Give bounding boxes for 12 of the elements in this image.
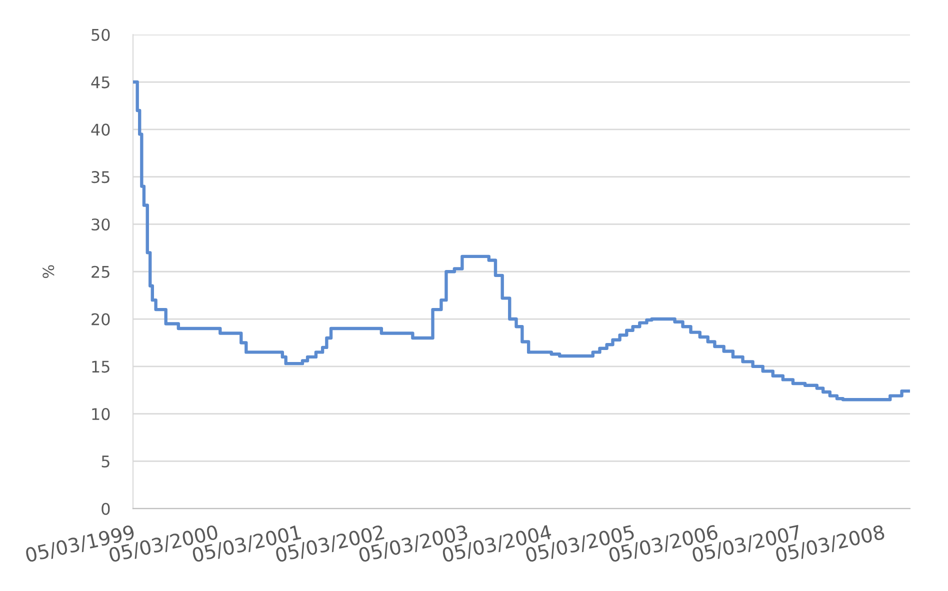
y-tick-label: 35 [92, 171, 110, 184]
y-tick-label: 15 [92, 360, 110, 373]
y-tick-label: 50 [92, 28, 110, 41]
y-tick-label: 25 [92, 266, 110, 278]
y-tick-label: 0 [102, 502, 110, 515]
y-tick-label: 20 [92, 313, 110, 326]
y-tick-label: 45 [91, 76, 110, 88]
y-tick-label: 5 [102, 456, 110, 468]
y-tick-label: 10 [92, 408, 110, 420]
y-tick-label: 30 [92, 218, 110, 231]
y-axis-title: % [42, 265, 54, 278]
y-tick-label: 40 [91, 124, 110, 136]
